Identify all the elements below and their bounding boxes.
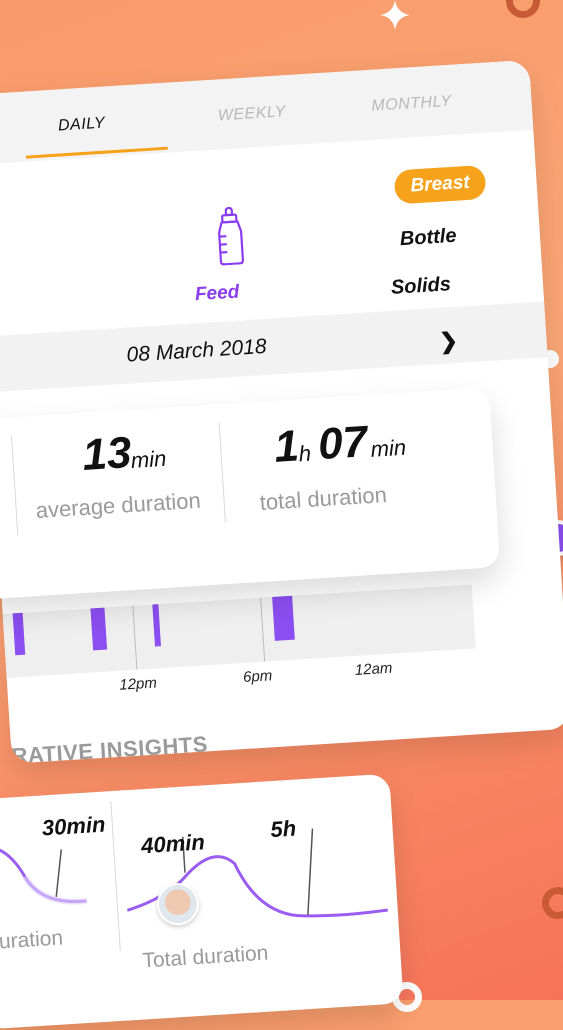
total-duration-hours: 1 <box>273 421 301 472</box>
insight-right-caption: Total duration <box>142 942 269 974</box>
insight-right-value-a: 40min <box>140 829 205 859</box>
option-solids[interactable]: Solids <box>390 273 451 300</box>
stat-divider <box>219 422 226 522</box>
insight-left-caption: uration <box>0 926 64 954</box>
timeline-feed-bar <box>13 613 26 656</box>
average-duration-value: 13 <box>81 428 133 481</box>
tab-monthly[interactable]: MONTHLY <box>371 93 452 116</box>
timeline-feed-bar <box>90 608 107 651</box>
total-duration-minutes: 07 <box>317 417 369 470</box>
date-navigator <box>0 301 548 392</box>
feed-category-label: Feed <box>194 282 240 307</box>
total-duration-minutes-unit: min <box>370 435 407 463</box>
total-duration-hours-unit: h <box>298 441 312 468</box>
comparative-insights-card: 30min uration 40min 5h Total duration <box>0 774 404 1030</box>
insight-left-value: 30min <box>41 812 106 842</box>
insight-divider <box>110 801 120 951</box>
tab-weekly[interactable]: WEEKLY <box>217 103 286 125</box>
timeline-label-12pm: 12pm <box>119 674 158 693</box>
timeline-hour-marker <box>132 606 137 670</box>
option-bottle[interactable]: Bottle <box>399 225 457 252</box>
option-breast[interactable]: Breast <box>394 165 487 205</box>
total-duration-caption: total duration <box>259 482 388 516</box>
chevron-right-icon[interactable]: ❯ <box>439 328 459 355</box>
timeline-feed-bar <box>152 604 161 646</box>
baby-bottle-icon <box>213 206 249 266</box>
insight-right-value-b: 5h <box>270 816 297 844</box>
timeline-label-6pm: 6pm <box>243 667 273 686</box>
timeline-feed-bar <box>272 596 295 641</box>
average-duration-caption: average duration <box>35 488 201 524</box>
timeline-label-12am: 12am <box>354 660 393 679</box>
duration-stats-card: 13 min average duration 1 h 07 min total… <box>0 387 500 599</box>
active-tab-indicator <box>26 147 168 159</box>
stat-divider <box>11 435 18 535</box>
feed-timeline <box>3 584 476 677</box>
tab-daily[interactable]: DAILY <box>58 115 106 136</box>
timeline-hour-marker <box>260 598 265 662</box>
average-duration-unit: min <box>130 446 167 474</box>
